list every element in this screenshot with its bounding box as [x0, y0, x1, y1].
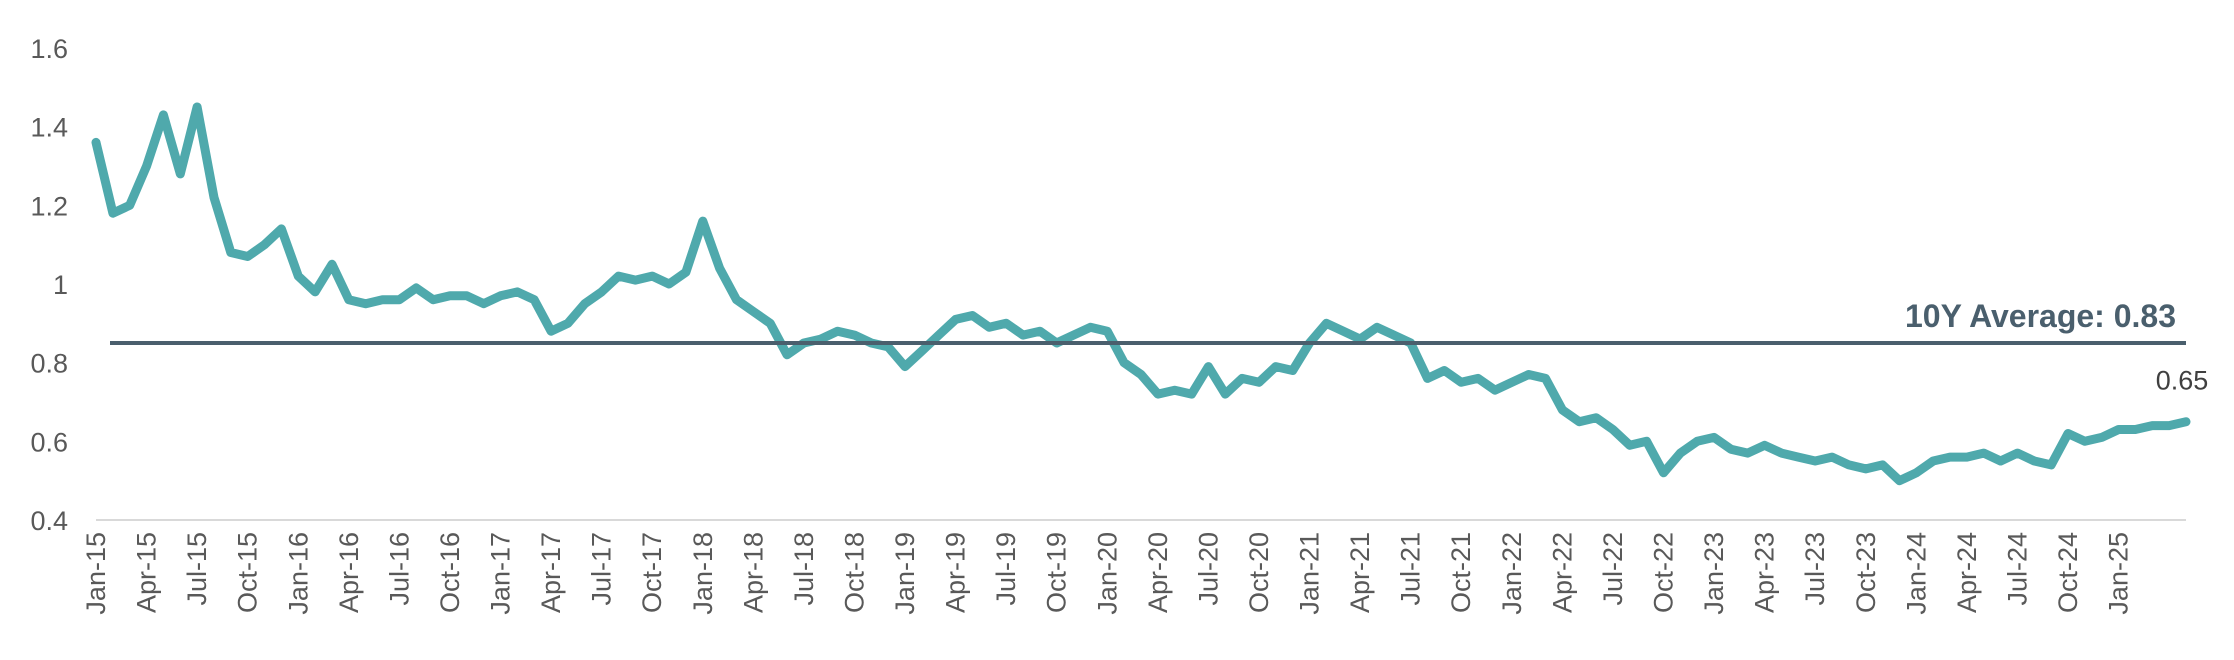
x-tick-label: Jul-22 — [1598, 532, 1628, 606]
y-tick-label: 0.6 — [30, 427, 68, 457]
x-tick-label: Jan-16 — [283, 532, 313, 615]
x-tick-label: Jul-19 — [991, 532, 1021, 606]
x-tick-label: Oct-21 — [1446, 532, 1476, 613]
y-axis: 1.6 1.4 1.2 1 0.8 0.6 0.4 — [30, 34, 68, 536]
x-tick-label: Jul-18 — [789, 532, 819, 606]
x-tick-label: Apr-15 — [132, 532, 162, 613]
x-tick-label: Oct-19 — [1042, 532, 1072, 613]
x-tick-label: Oct-18 — [839, 532, 869, 613]
x-tick-label: Oct-20 — [1244, 532, 1274, 613]
x-tick-label: Oct-15 — [233, 532, 263, 613]
x-tick-label: Oct-23 — [1851, 532, 1881, 613]
x-tick-label: Jan-18 — [688, 532, 718, 615]
x-tick-label: Oct-16 — [435, 532, 465, 613]
x-tick-label: Jan-22 — [1497, 532, 1527, 615]
x-tick-label: Oct-22 — [1649, 532, 1679, 613]
x-tick-label: Jan-19 — [890, 532, 920, 615]
x-tick-label: Jan-21 — [1295, 532, 1325, 615]
x-tick-label: Apr-18 — [738, 532, 768, 613]
x-tick-label: Jul-17 — [587, 532, 617, 606]
y-tick-label: 1.2 — [30, 191, 68, 221]
x-tick-label: Jul-16 — [384, 532, 414, 606]
x-tick-label: Jul-23 — [1800, 532, 1830, 606]
x-tick-label: Apr-16 — [334, 532, 364, 613]
series-line — [91, 102, 2191, 486]
x-tick-label: Jan-23 — [1699, 532, 1729, 615]
x-tick-label: Jan-17 — [486, 532, 516, 615]
x-tick-label: Apr-17 — [536, 532, 566, 613]
y-tick-label: 1.6 — [30, 34, 68, 64]
x-tick-label: Jul-20 — [1193, 532, 1223, 606]
y-tick-label: 0.8 — [30, 349, 68, 379]
y-tick-label: 1 — [53, 270, 68, 300]
x-tick-label: Jan-25 — [2104, 532, 2134, 615]
average-label: 10Y Average: 0.83 — [1905, 298, 2176, 334]
x-tick-label: Jul-15 — [182, 532, 212, 606]
x-axis: Jan-15 Apr-15 Jul-15 Oct-15 Jan-16 Apr-16 Jul-… — [81, 532, 2134, 615]
x-tick-label: Jul-24 — [2002, 532, 2032, 606]
x-tick-label: Apr-24 — [1952, 532, 1982, 613]
x-tick-label: Apr-19 — [941, 532, 971, 613]
y-tick-label: 1.4 — [30, 113, 68, 143]
y-tick-label: 0.4 — [30, 506, 68, 536]
x-tick-label: Jul-21 — [1396, 532, 1426, 606]
x-tick-label: Jan-24 — [1901, 532, 1931, 615]
x-tick-label: Apr-23 — [1750, 532, 1780, 613]
x-tick-label: Apr-20 — [1143, 532, 1173, 613]
x-tick-label: Oct-24 — [2053, 532, 2083, 613]
x-tick-label: Apr-21 — [1345, 532, 1375, 613]
x-tick-label: Jan-15 — [81, 532, 111, 615]
last-value-label: 0.65 — [2156, 366, 2209, 396]
x-tick-label: Apr-22 — [1547, 532, 1577, 613]
x-tick-label: Jan-20 — [1092, 532, 1122, 615]
x-tick-label: Oct-17 — [637, 532, 667, 613]
